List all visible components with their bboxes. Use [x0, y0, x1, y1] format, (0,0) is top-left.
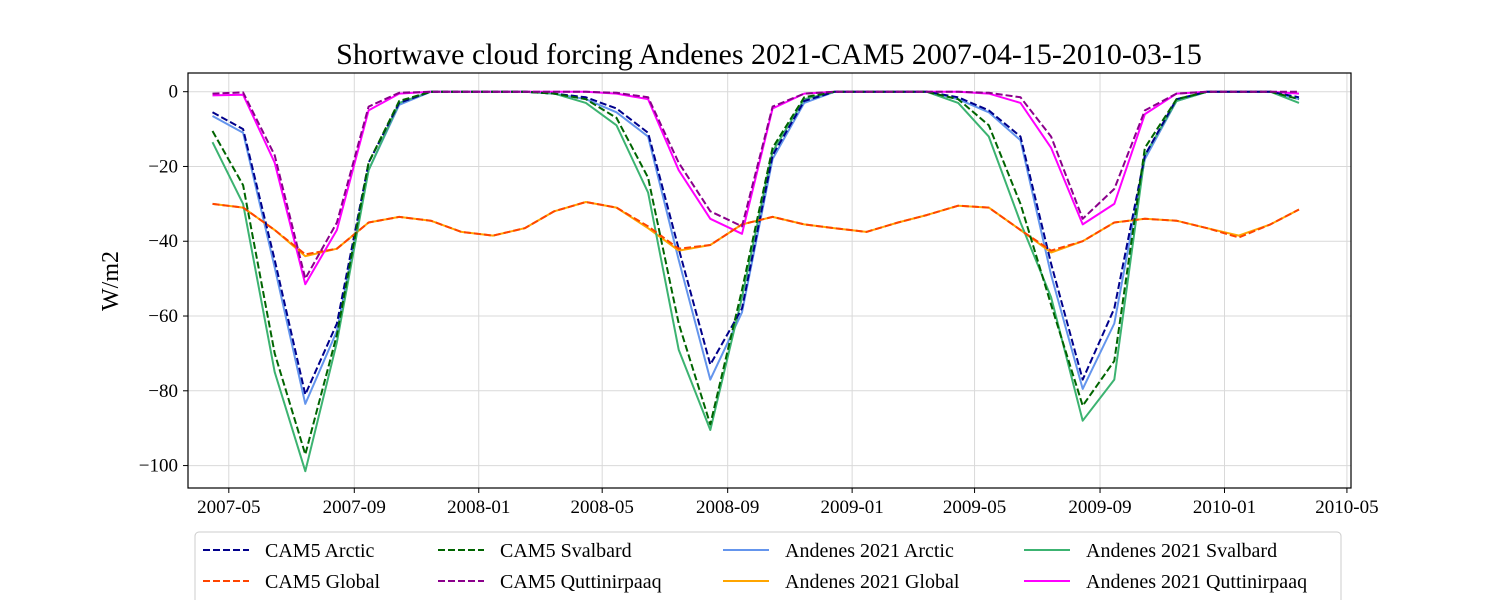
series-line-cam5-quttinirpaaq	[212, 90, 1299, 280]
series-lines	[211, 90, 1300, 473]
plot-frame	[187, 72, 1352, 489]
series-line-andenes-2021-quttinirpaaq	[212, 90, 1300, 286]
legend-label-andenes-2021-arctic: Andenes 2021 Arctic	[785, 540, 954, 562]
x-tick-label: 2009-01	[820, 497, 883, 518]
legend-label-cam5-svalbard: CAM5 Svalbard	[500, 540, 632, 562]
y-tick-label: 0	[169, 82, 179, 103]
legend-label-andenes-2021-svalbard: Andenes 2021 Svalbard	[1086, 540, 1277, 562]
chart-title: Shortwave cloud forcing Andenes 2021-CAM…	[336, 38, 1202, 71]
legend-label-andenes-2021-global: Andenes 2021 Global	[785, 571, 960, 593]
y-axis: 0 −20 −40 −60 −80 −100	[139, 82, 188, 477]
legend: CAM5 Arctic CAM5 Global CAM5 Svalbard CAM5 …	[194, 531, 1342, 600]
y-tick-label: −60	[148, 306, 178, 327]
x-tick-label: 2010-05	[1315, 497, 1378, 518]
x-tick-label: 2007-09	[323, 497, 386, 518]
x-tick-label: 2010-01	[1193, 497, 1256, 518]
legend-label-cam5-quttinirpaaq: CAM5 Quttinirpaaq	[500, 571, 662, 593]
y-axis-label: W/m2	[98, 251, 124, 311]
y-tick-label: −40	[148, 231, 178, 252]
grid	[188, 73, 1351, 488]
y-tick-label: −80	[148, 381, 178, 402]
x-tick-label: 2007-05	[197, 497, 260, 518]
x-axis: 2007-05 2007-09 2008-01 2008-05 2008-09 2009-…	[197, 488, 1379, 518]
y-tick-label: −20	[148, 156, 178, 177]
x-tick-label: 2008-05	[571, 497, 634, 518]
x-tick-label: 2008-01	[447, 497, 510, 518]
x-tick-label: 2009-05	[943, 497, 1006, 518]
x-tick-label: 2009-09	[1068, 497, 1131, 518]
legend-label-cam5-arctic: CAM5 Arctic	[265, 540, 375, 562]
series-line-cam5-svalbard	[211, 90, 1300, 456]
legend-label-cam5-global: CAM5 Global	[265, 571, 380, 593]
x-tick-label: 2008-09	[696, 497, 759, 518]
legend-label-andenes-2021-quttinirpaaq: Andenes 2021 Quttinirpaaq	[1086, 571, 1307, 593]
y-tick-label: −100	[139, 456, 178, 477]
